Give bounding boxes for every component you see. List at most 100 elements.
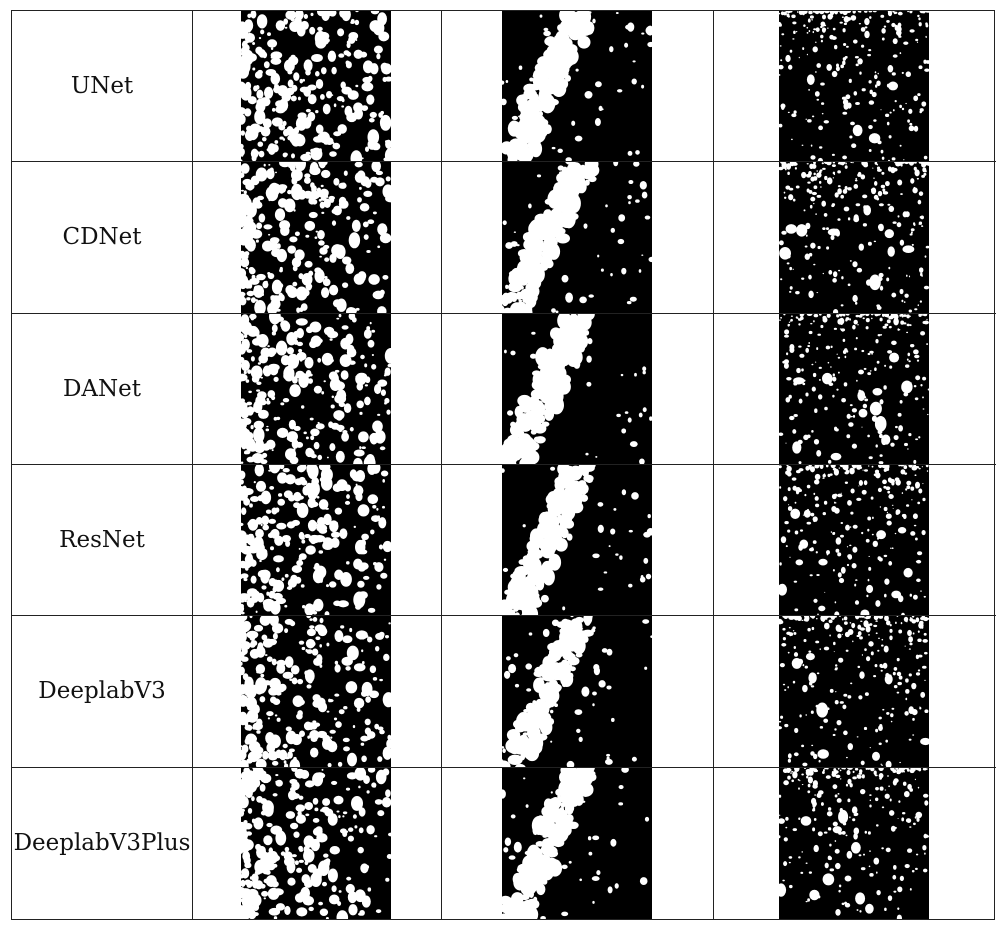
cloud-blob — [849, 403, 853, 406]
cloud-blob — [584, 90, 593, 99]
cloud-blob — [868, 100, 875, 105]
cloud-blob — [241, 297, 247, 306]
cloud-blob — [843, 616, 848, 621]
cloud-blob — [806, 74, 815, 85]
cloud-blob — [842, 28, 846, 33]
cloud-blob — [834, 11, 838, 15]
cloud-blob — [386, 853, 391, 859]
cloud-blob — [917, 304, 919, 307]
cloud-blob — [292, 282, 298, 287]
cloud-blob — [507, 754, 523, 766]
cloud-blob — [540, 915, 546, 919]
cloud-blob — [563, 15, 572, 25]
cloud-blob — [241, 143, 244, 149]
cloud-blob — [865, 313, 870, 316]
cloud-blob — [310, 182, 315, 189]
cloud-blob — [902, 313, 907, 317]
cloud-blob — [635, 150, 640, 155]
cloud-blob — [869, 369, 872, 372]
cloud-blob — [866, 279, 872, 287]
cloud-blob — [905, 767, 909, 770]
cloud-blob — [241, 159, 243, 162]
cloud-blob — [833, 642, 836, 646]
cloud-blob — [829, 34, 834, 40]
cloud-blob — [879, 433, 883, 438]
cloud-blob — [259, 616, 271, 627]
cloud-blob — [269, 678, 281, 691]
cloud-blob — [904, 711, 909, 717]
cloud-blob — [241, 343, 244, 348]
cloud-blob — [842, 338, 846, 342]
cloud-blob — [908, 632, 912, 635]
cloud-blob — [359, 203, 370, 212]
cloud-blob — [865, 317, 870, 322]
cloud-blob — [886, 319, 891, 323]
cloud-blob — [639, 576, 646, 583]
cloud-blob — [922, 497, 926, 502]
cloud-blob — [289, 456, 299, 464]
cloud-blob — [902, 245, 915, 254]
cloud-blob — [548, 198, 553, 203]
cloud-blob — [241, 530, 247, 540]
cloud-blob — [785, 224, 797, 235]
cloud-blob — [502, 602, 505, 610]
cloud-blob — [845, 524, 850, 531]
cloud-blob — [779, 240, 784, 246]
cloud-blob — [267, 717, 270, 720]
cloud-blob — [812, 540, 817, 544]
cloud-blob — [514, 684, 520, 688]
cloud-blob — [826, 227, 829, 231]
cloud-blob — [877, 191, 883, 197]
cloud-blob — [300, 479, 308, 486]
cloud-blob — [287, 79, 294, 88]
cloud-blob — [790, 771, 792, 774]
cloud-blob — [805, 347, 809, 353]
cloud-blob — [272, 623, 284, 634]
cloud-blob — [302, 78, 305, 82]
cloud-blob — [879, 398, 884, 405]
cloud-blob — [780, 162, 786, 165]
cloud-blob — [371, 329, 376, 333]
cloud-blob — [831, 164, 836, 168]
cloud-blob — [829, 843, 832, 847]
cloud-blob — [554, 537, 568, 552]
cloud-blob — [340, 571, 352, 587]
cloud-blob — [371, 162, 381, 173]
cloud-blob — [892, 672, 896, 676]
cloud-blob — [814, 473, 821, 480]
cloud-blob — [303, 191, 313, 200]
cloud-blob — [876, 340, 878, 342]
cloud-blob — [518, 278, 528, 287]
cloud-blob — [628, 180, 634, 185]
cloud-blob — [851, 623, 856, 629]
cloud-blob — [241, 618, 244, 622]
cloud-blob — [837, 170, 841, 174]
cloud-blob — [244, 108, 252, 117]
cloud-blob — [875, 444, 878, 448]
cloud-blob — [827, 27, 829, 29]
cloud-blob — [788, 627, 791, 629]
cloud-blob — [241, 373, 248, 381]
cloud-blob — [249, 313, 257, 320]
cloud-blob — [365, 696, 371, 704]
cloud-blob — [908, 432, 912, 436]
cloud-blob — [906, 274, 908, 278]
cloud-blob — [886, 314, 889, 316]
cloud-blob — [358, 827, 364, 833]
cloud-blob — [844, 55, 848, 58]
cloud-blob — [879, 786, 884, 791]
cloud-blob — [317, 627, 328, 637]
cloud-blob — [849, 816, 851, 818]
cloud-blob — [836, 388, 839, 391]
cloud-blob — [890, 442, 895, 447]
cloud-blob — [299, 848, 304, 852]
cloud-blob — [260, 674, 265, 678]
cloud-blob — [908, 162, 915, 167]
cloud-blob — [592, 703, 595, 707]
segmentation-mask-image — [241, 11, 391, 162]
cloud-blob — [806, 521, 812, 525]
cloud-blob — [529, 140, 543, 158]
cloud-blob — [832, 162, 836, 164]
cloud-blob — [785, 545, 788, 548]
cloud-blob — [863, 395, 867, 398]
